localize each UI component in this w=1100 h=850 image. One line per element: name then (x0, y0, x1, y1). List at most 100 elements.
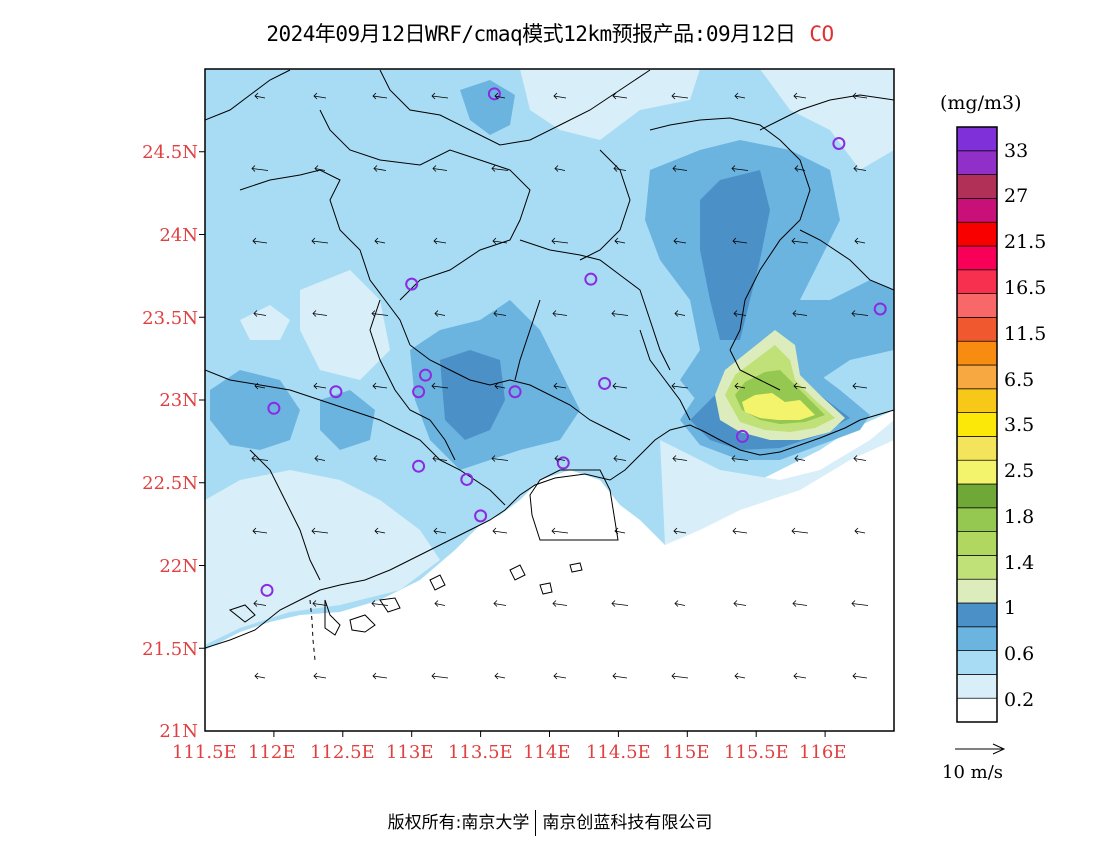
wind-arrow (374, 237, 386, 245)
lon-label: 112.5E (310, 742, 375, 763)
patch-pale-sw (205, 470, 440, 645)
wind-arrow (673, 527, 687, 535)
wind-arrow (733, 600, 747, 607)
copyright-right: 南京创蓝科技有限公司 (542, 813, 713, 833)
stations-layer (260, 87, 887, 597)
station-marker (412, 459, 426, 473)
concentration-field (205, 69, 894, 731)
colorbar-swatch (956, 483, 998, 509)
station-marker (832, 136, 846, 150)
island-5 (509, 564, 526, 581)
county-line-6 (579, 149, 631, 261)
wind-arrow (492, 527, 508, 535)
station-marker (412, 385, 426, 399)
county-line-9 (799, 229, 894, 291)
wind-arrow (732, 527, 748, 535)
wind-arrow (494, 382, 506, 390)
wind-arrow (734, 672, 746, 680)
coastline (205, 409, 894, 649)
colorbar-units: (mg/m3) (940, 92, 1022, 114)
wind-arrow (731, 455, 749, 462)
colorbar-swatch (956, 555, 998, 580)
station-marker (260, 583, 274, 597)
footer-separator (535, 810, 537, 836)
wind-arrow (612, 672, 628, 680)
county-line-13 (369, 299, 456, 461)
wind-arrow (314, 455, 326, 462)
colorbar-swatch (956, 174, 998, 199)
county-line-7 (649, 117, 811, 351)
island-3 (228, 604, 256, 623)
wind-arrow (792, 600, 808, 607)
lon-label: 114.5E (586, 742, 651, 763)
colorbar-swatch (956, 221, 998, 247)
station-marker (405, 277, 419, 291)
wind-arrow (551, 527, 569, 535)
wind-arrow (254, 672, 266, 680)
wind-arrow (852, 92, 868, 100)
wind-arrow (252, 237, 268, 245)
lon-label: 112E (248, 742, 296, 763)
wind-arrow (373, 165, 387, 172)
wind-arrow (793, 382, 807, 390)
colorbar-swatch (956, 650, 998, 675)
lon-label: 111.5E (172, 742, 237, 763)
colorbar-label: 27 (1004, 185, 1029, 207)
wind-arrow (671, 92, 689, 100)
wind-arrow (791, 237, 809, 245)
wind-arrow (431, 382, 449, 390)
wind-arrow (672, 165, 688, 172)
wind-arrow (553, 382, 567, 390)
peninsula-dash (309, 599, 316, 661)
wind-arrow (553, 672, 567, 680)
island-1 (324, 599, 341, 636)
station-marker (487, 87, 501, 101)
wind-arrow (311, 237, 329, 245)
colorbar-swatch (956, 245, 998, 271)
wind-arrow (313, 382, 327, 390)
wind-arrow (372, 92, 388, 100)
wind-arrow (491, 165, 509, 172)
wind-arrow (792, 310, 808, 317)
lat-label: 22.5N (142, 473, 198, 494)
wind-arrow (671, 672, 689, 680)
wind-arrow (253, 310, 267, 317)
station-marker (598, 376, 612, 390)
wind-arrow (733, 310, 747, 317)
wind-arrow (852, 672, 868, 680)
wind-arrow (372, 382, 388, 390)
colorbar-swatch (956, 674, 998, 699)
colorbar-label: 1.8 (1004, 506, 1035, 528)
colorbar-swatch (956, 626, 998, 651)
wind-arrow (671, 382, 689, 390)
wind-arrow (251, 455, 269, 462)
wind-arrow (251, 165, 269, 172)
wind-arrow (851, 600, 869, 607)
wind-arrow (493, 310, 507, 317)
wind-arrow (673, 237, 687, 245)
wind-arrow (491, 455, 509, 462)
axes-ticks (199, 151, 826, 737)
province-boundaries (205, 69, 894, 661)
colorbar-swatch (956, 602, 998, 628)
colorbar-swatch (956, 340, 998, 366)
colorbar-swatch (956, 198, 998, 223)
reference-vector (955, 743, 1006, 755)
colorbar (956, 126, 998, 723)
wind-arrow (433, 237, 447, 245)
station-marker (474, 509, 488, 523)
wind-arrow (312, 600, 328, 607)
wind-arrow (313, 672, 327, 680)
county-line-5 (519, 239, 671, 371)
wind-arrow (614, 527, 626, 535)
colorbar-label: 21.5 (1004, 231, 1047, 253)
station-marker (584, 272, 598, 286)
colorbar-label: 6.5 (1004, 369, 1035, 391)
wind-arrow (371, 310, 389, 317)
colorbar-swatch (956, 364, 998, 390)
patch-dark-east (700, 170, 770, 340)
copyright-left: 版权所有:南京大学 (387, 813, 530, 833)
wind-arrow (551, 237, 569, 245)
station-marker (873, 302, 887, 316)
copyright-footer: 版权所有:南京大学 南京创蓝科技有限公司 (0, 808, 1100, 836)
